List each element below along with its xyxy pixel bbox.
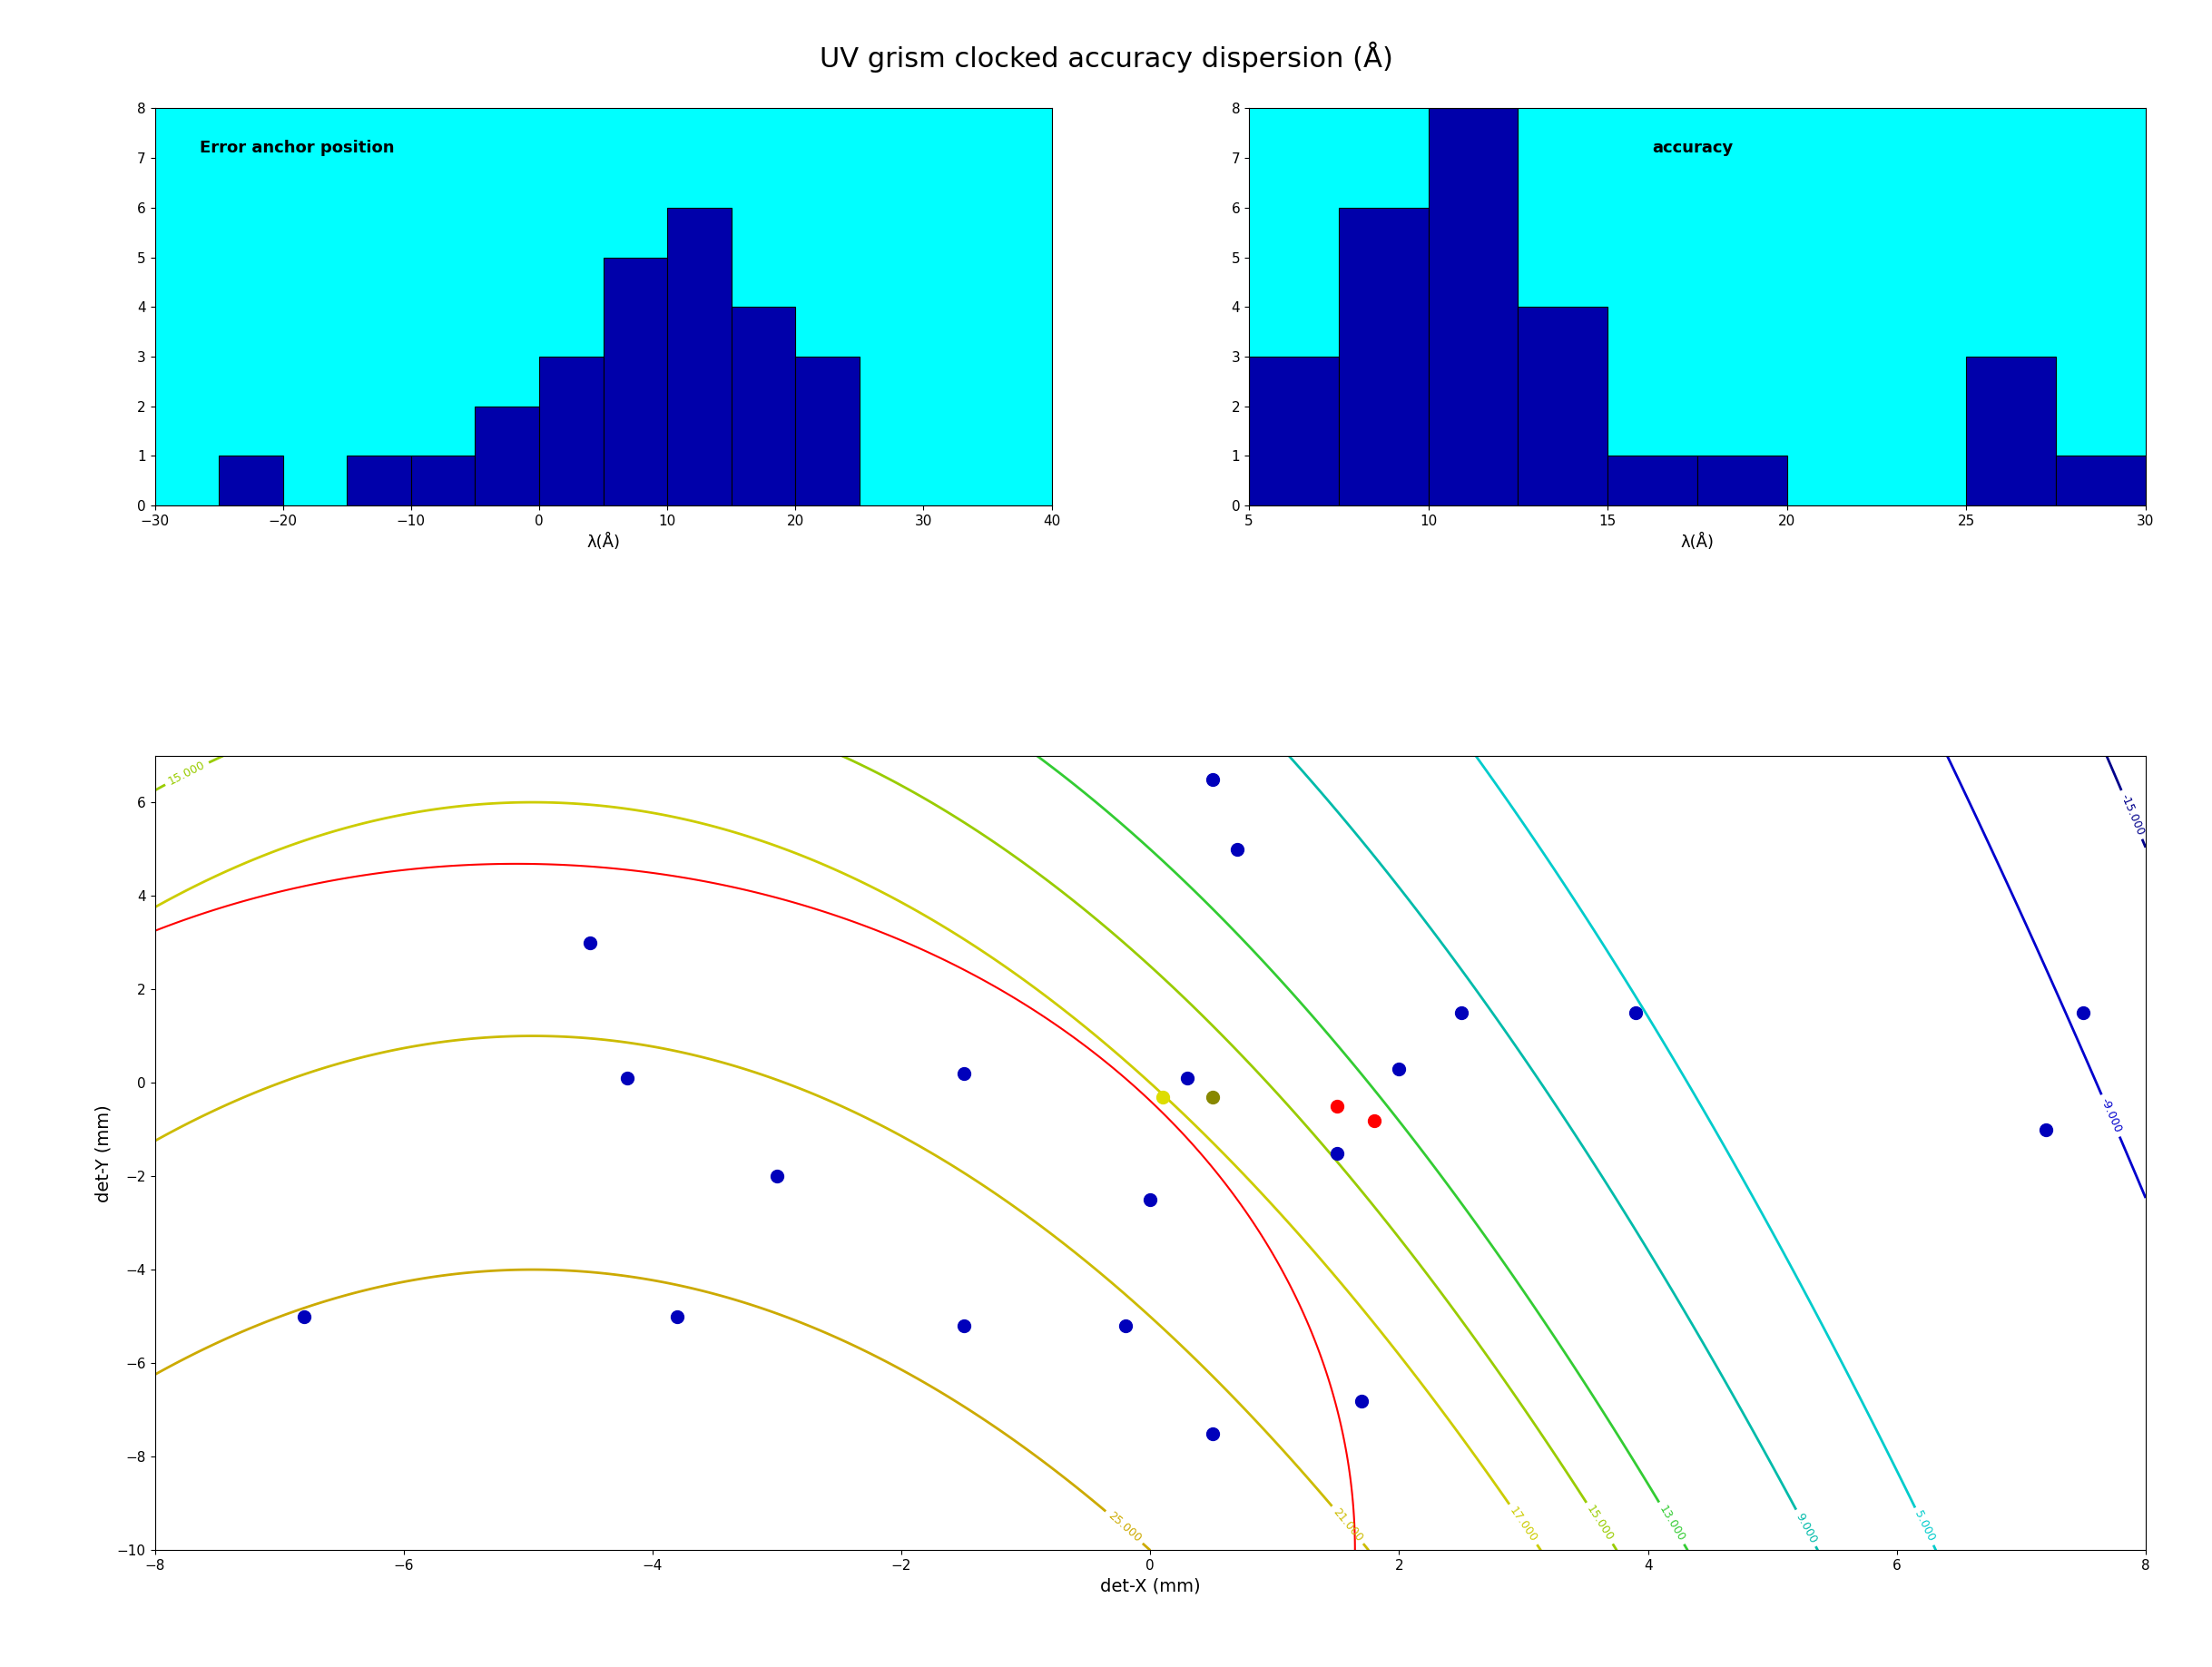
Bar <box>540 357 604 505</box>
Point <box>1194 765 1230 792</box>
Bar <box>476 407 540 505</box>
Bar <box>1966 357 2055 505</box>
X-axis label: det-X (mm): det-X (mm) <box>1099 1577 1201 1595</box>
Bar <box>1608 457 1697 505</box>
Point <box>611 1065 646 1092</box>
Point <box>1194 1084 1230 1110</box>
Bar <box>347 457 411 505</box>
Point <box>1345 1387 1380 1414</box>
Y-axis label: det-Y (mm): det-Y (mm) <box>95 1104 113 1202</box>
X-axis label: λ(Å): λ(Å) <box>1681 533 1714 550</box>
Point <box>1194 1420 1230 1447</box>
Point <box>1133 1187 1168 1214</box>
Bar <box>1338 208 1429 505</box>
Point <box>759 1164 794 1190</box>
Point <box>1380 1055 1416 1082</box>
Point <box>1219 835 1254 862</box>
Bar <box>1697 457 1787 505</box>
Point <box>1146 1084 1181 1110</box>
Point <box>947 1060 982 1087</box>
Bar <box>732 307 796 505</box>
Point <box>1318 1094 1354 1120</box>
Point <box>573 930 608 957</box>
Bar <box>1429 108 1517 505</box>
Point <box>1356 1107 1391 1134</box>
Text: 15.000: 15.000 <box>1584 1504 1615 1544</box>
Bar <box>2055 457 2146 505</box>
Point <box>285 1304 321 1330</box>
Bar <box>604 257 668 505</box>
Text: accuracy: accuracy <box>1652 140 1734 157</box>
Point <box>1108 1312 1144 1339</box>
Text: 25.000: 25.000 <box>1106 1510 1144 1545</box>
Text: 9.000: 9.000 <box>1794 1510 1818 1545</box>
Text: 13.000: 13.000 <box>1657 1504 1688 1544</box>
Point <box>1318 1140 1354 1167</box>
Text: UV grism clocked accuracy dispersion (Å): UV grism clocked accuracy dispersion (Å) <box>818 42 1394 73</box>
Point <box>947 1312 982 1339</box>
Bar <box>668 208 732 505</box>
Bar <box>411 457 476 505</box>
Bar <box>1250 357 1338 505</box>
Text: -9.000: -9.000 <box>2097 1097 2124 1135</box>
Text: 15.000: 15.000 <box>166 758 208 787</box>
Bar <box>219 457 283 505</box>
Bar <box>1517 307 1608 505</box>
Bar <box>796 357 860 505</box>
Text: Error anchor position: Error anchor position <box>199 140 394 157</box>
Point <box>2066 1000 2101 1027</box>
Text: 5.000: 5.000 <box>1911 1509 1938 1544</box>
X-axis label: λ(Å): λ(Å) <box>586 533 619 550</box>
Point <box>1170 1065 1206 1092</box>
Point <box>2028 1117 2064 1144</box>
Point <box>1444 1000 1480 1027</box>
Text: -15.000: -15.000 <box>2117 792 2146 837</box>
Point <box>659 1304 695 1330</box>
Text: 21.000: 21.000 <box>1329 1505 1365 1544</box>
Point <box>1617 1000 1652 1027</box>
Text: 17.000: 17.000 <box>1506 1505 1540 1544</box>
